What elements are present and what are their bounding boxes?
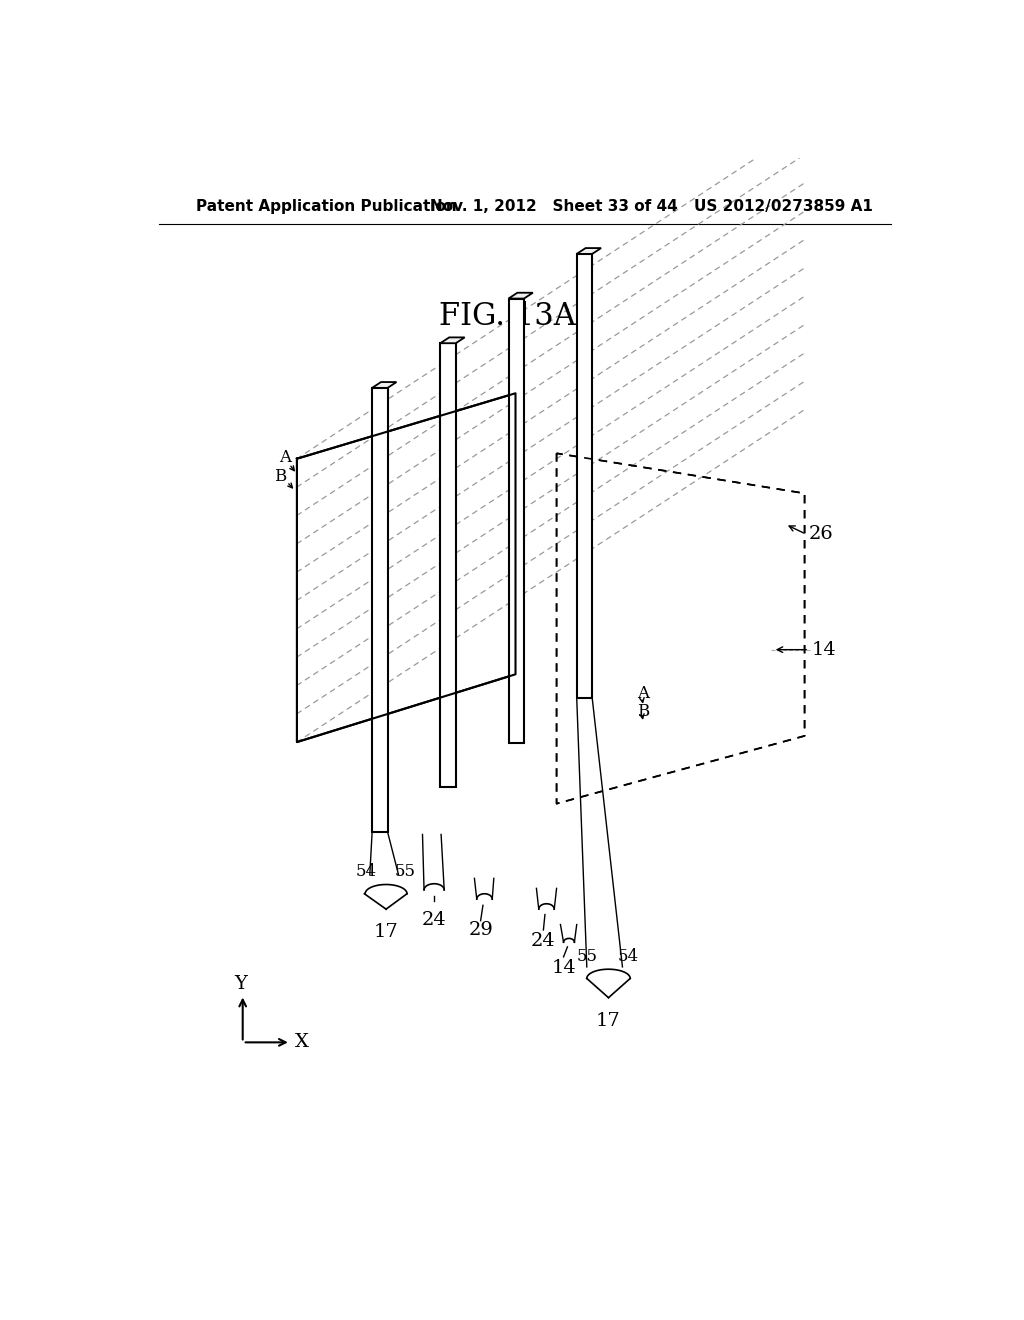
Polygon shape [440, 343, 456, 788]
Text: X: X [295, 1034, 308, 1051]
Text: 54: 54 [355, 863, 377, 880]
Text: A: A [280, 449, 291, 466]
Polygon shape [509, 293, 532, 298]
Text: Y: Y [233, 975, 247, 993]
Text: Patent Application Publication: Patent Application Publication [197, 198, 457, 214]
Text: 26: 26 [809, 525, 834, 543]
Polygon shape [509, 298, 524, 743]
Polygon shape [372, 388, 388, 832]
Text: 24: 24 [531, 932, 556, 950]
Text: US 2012/0273859 A1: US 2012/0273859 A1 [693, 198, 872, 214]
Polygon shape [440, 338, 465, 343]
Text: 17: 17 [374, 923, 398, 941]
Text: 54: 54 [617, 948, 638, 965]
Text: 24: 24 [422, 911, 446, 929]
Text: 17: 17 [596, 1011, 621, 1030]
Text: B: B [637, 702, 649, 719]
Text: 29: 29 [468, 921, 494, 939]
Text: A: A [637, 685, 649, 702]
Polygon shape [577, 253, 592, 698]
Text: FIG. 13A: FIG. 13A [439, 301, 577, 331]
Text: Nov. 1, 2012   Sheet 33 of 44: Nov. 1, 2012 Sheet 33 of 44 [430, 198, 678, 214]
Polygon shape [577, 248, 601, 253]
Text: 14: 14 [812, 640, 837, 659]
Polygon shape [372, 381, 396, 388]
Text: 55: 55 [578, 948, 598, 965]
Text: B: B [273, 467, 286, 484]
Text: 14: 14 [551, 960, 575, 977]
Text: 55: 55 [395, 863, 416, 880]
